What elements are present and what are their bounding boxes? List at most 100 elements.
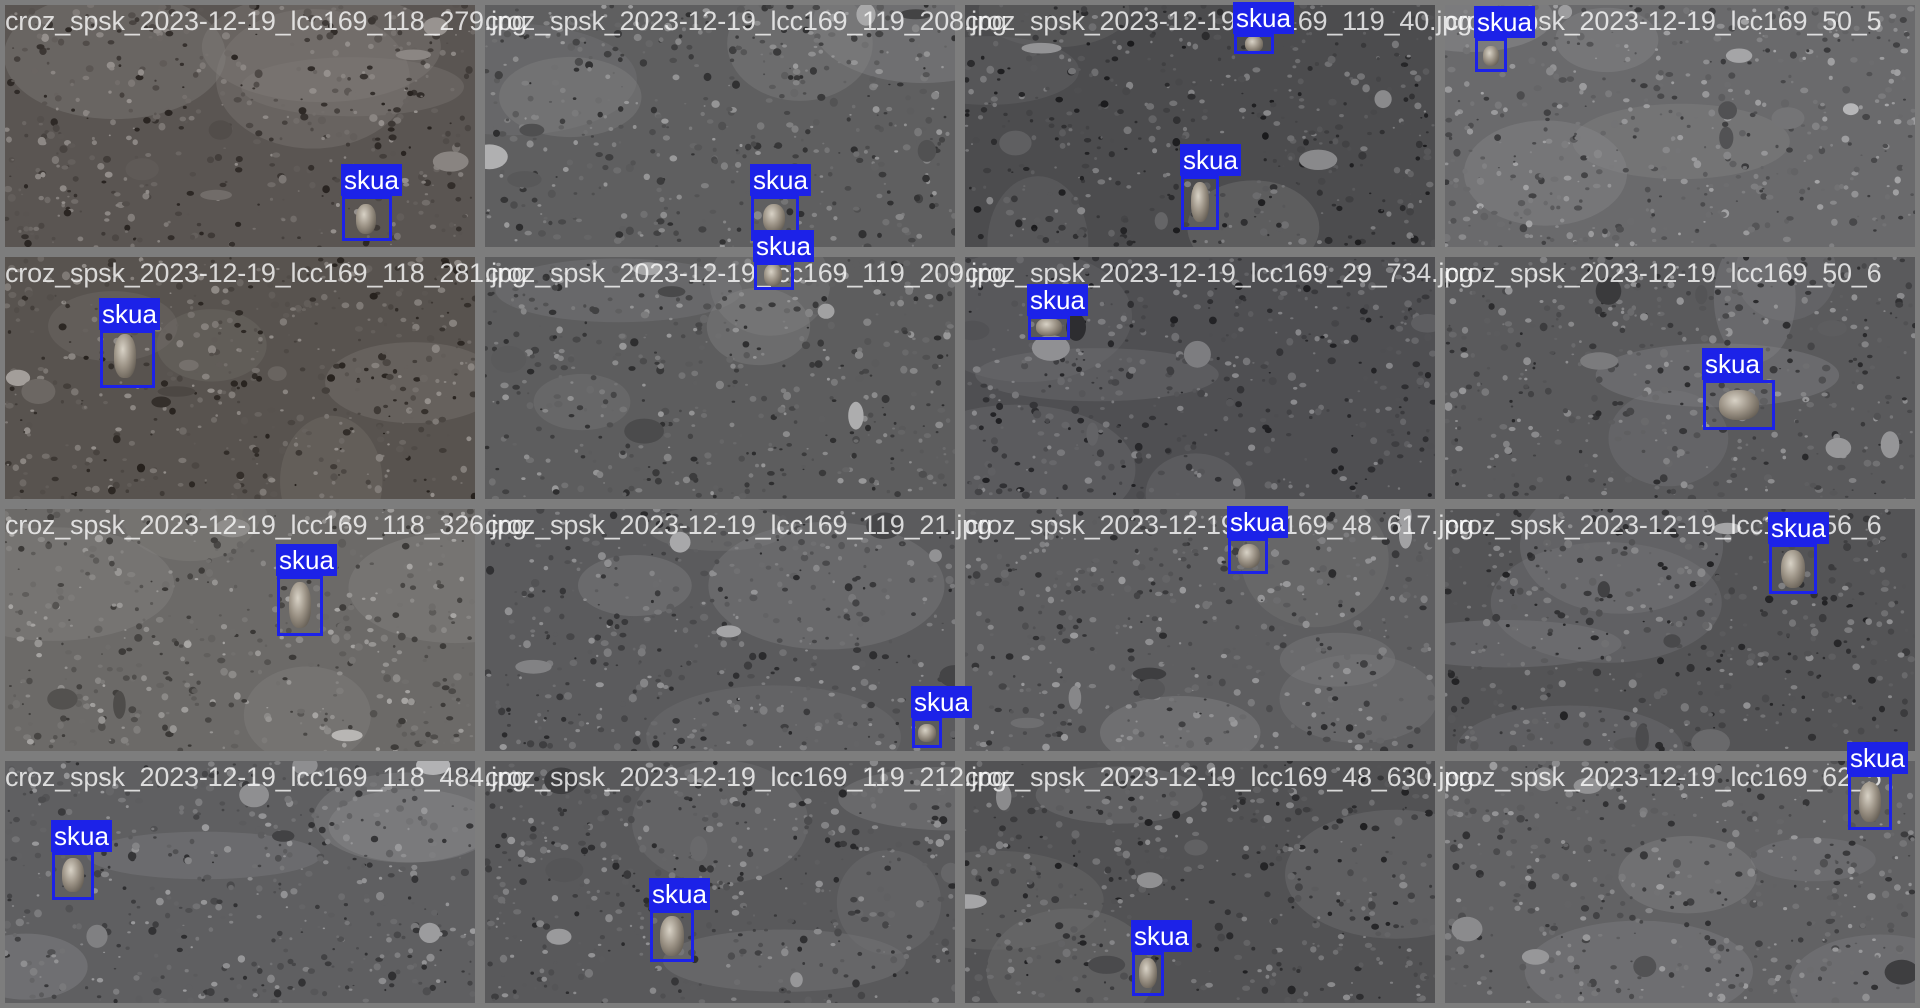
gravel-texture (485, 257, 955, 499)
image-tile-6: croz_spsk_2023-12-19_lcc169_119_209.jpg (480, 252, 1007, 504)
gravel-photo (1440, 252, 1920, 504)
bounding-box (754, 262, 794, 290)
class-label: skua (1027, 284, 1088, 316)
skua-detection: skua (753, 230, 814, 290)
bounding-box (1475, 38, 1507, 72)
image-tile-10: skua croz_spsk_2023-12-19_lcc169_119_21.… (480, 504, 992, 756)
gravel-texture (1445, 761, 1915, 1003)
image-tile-16: skua croz_spsk_2023-12-19_lcc169_62_5 (1440, 742, 1920, 1008)
bounding-box (1848, 774, 1892, 830)
skua-bird (62, 858, 84, 892)
image-tile-12: skua croz_spsk_2023-12-19_lcc169_56_6 (1440, 504, 1920, 756)
gravel-photo (480, 504, 960, 756)
gravel-photo (1440, 756, 1920, 1008)
image-tile-2: skua skua croz_spsk_2023-12-19_lcc169_11… (480, 0, 1007, 290)
skua-detection: skua (276, 544, 337, 636)
skua-detection: skua (911, 686, 972, 748)
image-tile-1: skua croz_spsk_2023-12-19_lcc169_118_279… (0, 0, 527, 252)
bounding-box (650, 910, 694, 962)
class-label: skua (750, 164, 811, 196)
skua-bird (1245, 36, 1263, 52)
bounding-box (1769, 544, 1817, 594)
gravel-photo (1440, 0, 1920, 252)
class-label: skua (911, 686, 972, 718)
gravel-photo (480, 252, 960, 504)
bounding-box (1228, 538, 1268, 574)
skua-bird (763, 204, 785, 232)
image-tile-9: skua croz_spsk_2023-12-19_lcc169_118_326… (0, 504, 527, 756)
skua-bird (918, 724, 936, 742)
bounding-box (1703, 380, 1775, 430)
bounding-box (1132, 952, 1164, 996)
bounding-box (1234, 34, 1274, 54)
image-tile-8: skua croz_spsk_2023-12-19_lcc169_50_6 (1440, 252, 1920, 504)
skua-detection: skua (1768, 512, 1829, 594)
gravel-texture (5, 509, 475, 751)
gravel-photo (0, 0, 480, 252)
bounding-box (1028, 316, 1070, 340)
skua-bird (1139, 958, 1157, 988)
gravel-texture (5, 5, 475, 247)
gravel-photo (0, 252, 480, 504)
class-label: skua (1847, 742, 1908, 774)
skua-bird (764, 264, 782, 286)
skua-bird (1719, 390, 1759, 420)
gravel-texture (965, 761, 1435, 1003)
skua-bird (114, 334, 136, 378)
bounding-box (100, 330, 155, 388)
class-label: skua (341, 164, 402, 196)
image-tile-5: skua croz_spsk_2023-12-19_lcc169_118_281… (0, 252, 527, 504)
image-tile-4: skua croz_spsk_2023-12-19_lcc169_50_5 (1440, 0, 1920, 252)
gravel-photo (480, 756, 960, 1008)
skua-bird (356, 204, 376, 234)
skua-detection: skua (1180, 144, 1241, 230)
class-label: skua (649, 878, 710, 910)
class-label: skua (1768, 512, 1829, 544)
gravel-texture (1445, 5, 1915, 247)
bounding-box (277, 576, 323, 636)
skua-detection: skua (99, 298, 160, 388)
skua-detection: skua (341, 164, 402, 241)
gravel-texture (1445, 509, 1915, 751)
gravel-photo (1440, 504, 1920, 756)
skua-bird (1238, 544, 1260, 568)
class-label: skua (1474, 6, 1535, 38)
skua-detection: skua (1702, 348, 1775, 430)
class-label: skua (1131, 920, 1192, 952)
image-tile-7: skua croz_spsk_2023-12-19_lcc169_29_734.… (960, 252, 1474, 504)
bounding-box (342, 196, 392, 241)
gravel-texture (965, 509, 1435, 751)
skua-detection: skua (1227, 506, 1288, 574)
image-tile-3: skua skua croz_spsk_2023-12-19_lcc169_11… (960, 0, 1472, 252)
gravel-photo (0, 504, 480, 756)
skua-detection: skua (1131, 920, 1192, 996)
class-label: skua (1227, 506, 1288, 538)
gravel-texture (5, 257, 475, 499)
gravel-texture (485, 509, 955, 751)
gravel-photo (960, 504, 1440, 756)
gravel-photo (960, 756, 1440, 1008)
bounding-box (912, 718, 942, 748)
skua-detection: skua (1474, 6, 1535, 72)
bounding-box (52, 852, 94, 900)
skua-bird (289, 582, 311, 628)
skua-bird (1036, 318, 1062, 336)
class-label: skua (1233, 2, 1294, 34)
image-tile-15: skua croz_spsk_2023-12-19_lcc169_48_630.… (960, 756, 1474, 1008)
skua-bird (660, 916, 684, 956)
gravel-texture (485, 761, 955, 1003)
image-tile-11: skua croz_spsk_2023-12-19_lcc169_48_617.… (960, 504, 1474, 756)
class-label: skua (1702, 348, 1763, 380)
class-label: skua (753, 230, 814, 262)
skua-bird (1191, 182, 1209, 222)
class-label: skua (1180, 144, 1241, 176)
gravel-texture (1445, 257, 1915, 499)
skua-bird (1483, 46, 1499, 66)
skua-detection: skua (649, 878, 710, 962)
class-label: skua (276, 544, 337, 576)
image-tile-13: skua croz_spsk_2023-12-19_lcc169_118_484… (0, 756, 527, 1008)
gravel-photo (480, 0, 960, 252)
gravel-texture (485, 5, 955, 247)
class-label: skua (99, 298, 160, 330)
